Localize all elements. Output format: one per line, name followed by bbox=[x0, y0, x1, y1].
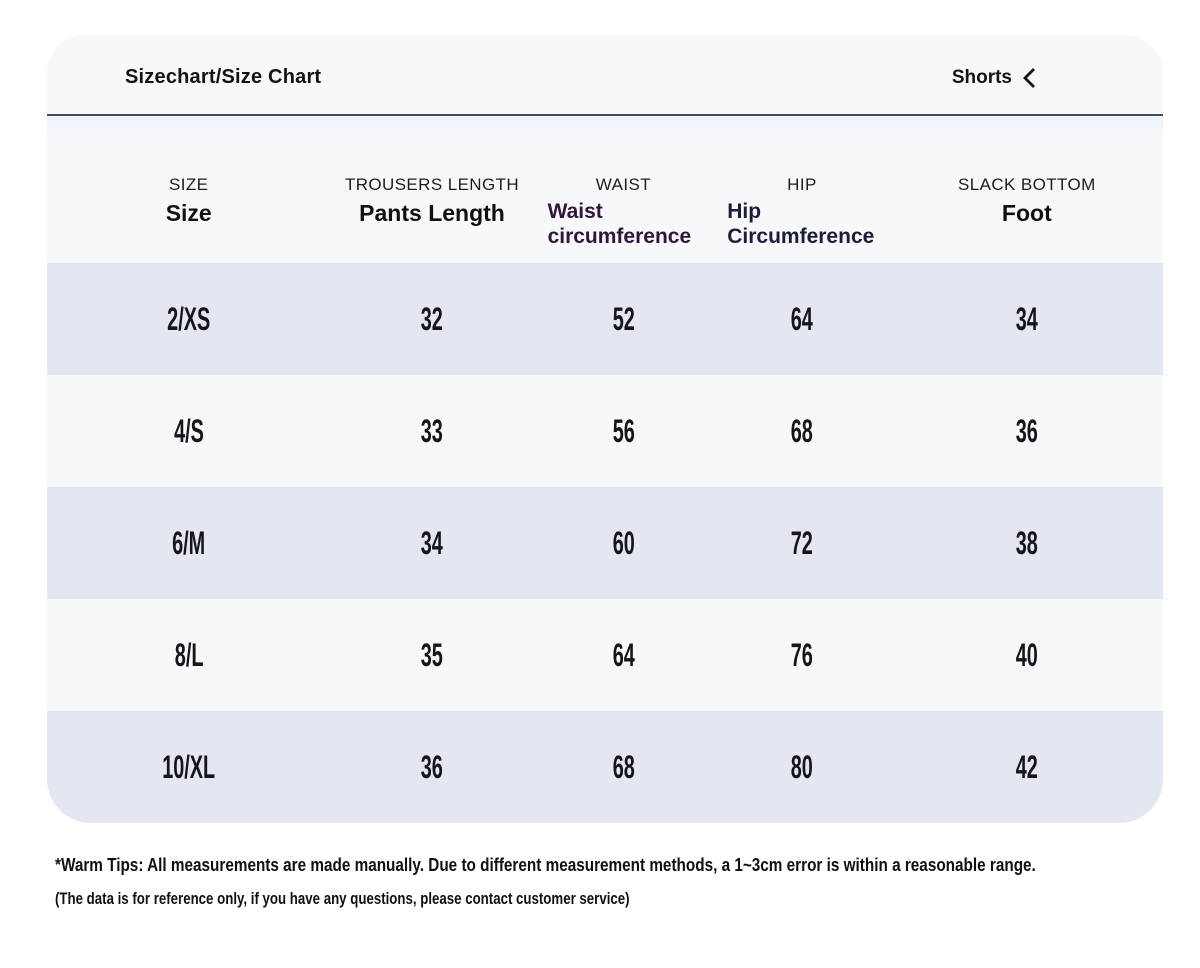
category-label: Shorts bbox=[951, 66, 1012, 88]
column-main-label: Waist circumference bbox=[547, 200, 692, 248]
table-row: 4/S 33 56 68 36 bbox=[47, 375, 1163, 487]
card-header: Sizechart/Size Chart Shorts bbox=[47, 35, 1163, 116]
waist-value: 56 bbox=[612, 412, 635, 449]
pants-length-value: 34 bbox=[420, 524, 444, 561]
pants-length-value: 32 bbox=[420, 300, 444, 337]
category-switcher[interactable]: Shorts bbox=[952, 67, 1036, 89]
waist-value: 60 bbox=[612, 524, 635, 561]
waist-cell: 64 bbox=[534, 599, 714, 711]
hip-value: 80 bbox=[790, 748, 813, 785]
waist-cell: 52 bbox=[534, 263, 714, 375]
reference-note: (The data is for reference only, if you … bbox=[55, 889, 630, 908]
column-top-label: TROUSERS LENGTH bbox=[344, 175, 520, 194]
size-chart-table: SIZE Size TROUSERS LENGTH Pants Length W… bbox=[47, 116, 1163, 823]
table-row: 10/XL 36 68 80 42 bbox=[47, 711, 1163, 823]
column-main-label: Size bbox=[165, 200, 212, 227]
waist-cell: 56 bbox=[534, 375, 714, 487]
waist-cell: 60 bbox=[534, 487, 714, 599]
foot-value: 36 bbox=[1015, 412, 1038, 449]
column-header-foot: SLACK BOTTOM Foot bbox=[891, 116, 1163, 263]
size-value: 10/XL bbox=[162, 748, 216, 785]
column-header-pants-length: TROUSERS LENGTH Pants Length bbox=[330, 116, 533, 263]
table-header-row: SIZE Size TROUSERS LENGTH Pants Length W… bbox=[47, 116, 1163, 263]
table-row: 2/XS 32 52 64 34 bbox=[47, 263, 1163, 375]
chevron-left-icon bbox=[1022, 67, 1036, 89]
size-cell: 10/XL bbox=[47, 711, 330, 823]
size-cell: 2/XS bbox=[47, 263, 330, 375]
column-main-label: Hip Circumference bbox=[727, 200, 875, 248]
pants-length-cell: 33 bbox=[330, 375, 533, 487]
column-top-label: SLACK BOTTOM bbox=[957, 175, 1096, 194]
size-chart-card: Sizechart/Size Chart Shorts SIZE Size bbox=[47, 35, 1163, 823]
page-title: Sizechart/Size Chart bbox=[125, 66, 322, 88]
waist-value: 64 bbox=[612, 636, 635, 673]
column-header-waist: WAIST Waist circumference bbox=[534, 116, 714, 263]
size-value: 6/M bbox=[172, 524, 206, 561]
size-cell: 4/S bbox=[47, 375, 330, 487]
size-value: 4/S bbox=[173, 412, 204, 449]
hip-cell: 72 bbox=[713, 487, 890, 599]
foot-value: 40 bbox=[1015, 636, 1038, 673]
waist-value: 68 bbox=[612, 748, 635, 785]
pants-length-cell: 32 bbox=[330, 263, 533, 375]
hip-value: 76 bbox=[790, 636, 813, 673]
hip-value: 68 bbox=[790, 412, 813, 449]
table-row: 6/M 34 60 72 38 bbox=[47, 487, 1163, 599]
foot-cell: 36 bbox=[891, 375, 1163, 487]
size-cell: 6/M bbox=[47, 487, 330, 599]
size-value: 2/XS bbox=[167, 300, 211, 337]
foot-value: 42 bbox=[1015, 748, 1038, 785]
pants-length-value: 33 bbox=[420, 412, 444, 449]
foot-value: 34 bbox=[1015, 300, 1038, 337]
pants-length-value: 36 bbox=[420, 748, 444, 785]
waist-value: 52 bbox=[612, 300, 635, 337]
hip-cell: 80 bbox=[713, 711, 890, 823]
column-top-label: SIZE bbox=[169, 175, 209, 194]
size-value: 8/L bbox=[174, 636, 204, 673]
footer-notes: *Warm Tips: All measurements are made ma… bbox=[55, 855, 1200, 909]
hip-cell: 64 bbox=[713, 263, 890, 375]
size-cell: 8/L bbox=[47, 599, 330, 711]
column-header-size: SIZE Size bbox=[47, 116, 330, 263]
pants-length-cell: 36 bbox=[330, 711, 533, 823]
waist-cell: 68 bbox=[534, 711, 714, 823]
foot-cell: 42 bbox=[891, 711, 1163, 823]
foot-cell: 40 bbox=[891, 599, 1163, 711]
foot-cell: 38 bbox=[891, 487, 1163, 599]
hip-cell: 68 bbox=[713, 375, 890, 487]
hip-cell: 76 bbox=[713, 599, 890, 711]
warm-tips-note: *Warm Tips: All measurements are made ma… bbox=[55, 855, 1036, 875]
foot-cell: 34 bbox=[891, 263, 1163, 375]
foot-value: 38 bbox=[1015, 524, 1038, 561]
column-main-label: Foot bbox=[1001, 200, 1052, 227]
pants-length-value: 35 bbox=[420, 636, 444, 673]
column-header-hip: HIP Hip Circumference bbox=[713, 116, 890, 263]
table-row: 8/L 35 64 76 40 bbox=[47, 599, 1163, 711]
pants-length-cell: 34 bbox=[330, 487, 533, 599]
hip-value: 64 bbox=[790, 300, 813, 337]
pants-length-cell: 35 bbox=[330, 599, 533, 711]
column-main-label: Pants Length bbox=[359, 200, 505, 227]
column-top-label: WAIST bbox=[595, 175, 651, 194]
column-top-label: HIP bbox=[787, 175, 817, 194]
hip-value: 72 bbox=[790, 524, 813, 561]
